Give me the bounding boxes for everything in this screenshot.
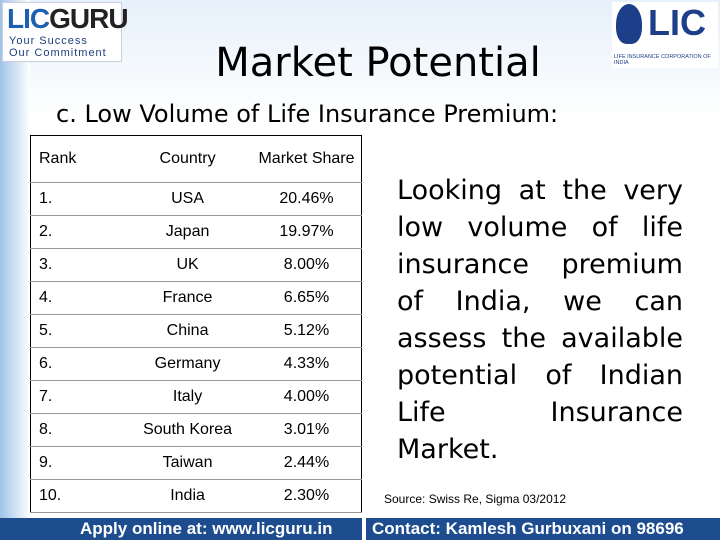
table-cell: 4.33% xyxy=(251,347,362,381)
table-cell: 8.00% xyxy=(251,248,362,282)
table-cell: 6.65% xyxy=(251,281,362,315)
separator xyxy=(362,518,366,540)
table-cell: 3.01% xyxy=(251,413,362,447)
tagline: Our Commitment xyxy=(9,47,107,59)
table-row: 1. USA 20.46% xyxy=(30,182,362,216)
column-header: Market Share xyxy=(251,135,362,183)
table-cell: 2. xyxy=(30,215,124,249)
logo-lic: LIC LIFE INSURANCE CORPORATION OF INDIA xyxy=(612,2,718,68)
table-cell: 10. xyxy=(30,479,124,513)
table-cell: India xyxy=(123,479,252,513)
caption: LIFE INSURANCE CORPORATION OF INDIA xyxy=(614,54,711,66)
table-cell: 9. xyxy=(30,446,124,480)
slide: LICGURU Your Success Our Commitment LIC … xyxy=(0,0,720,540)
table-cell: France xyxy=(123,281,252,315)
table-cell: 7. xyxy=(30,380,124,414)
table-cell: USA xyxy=(123,182,252,216)
table-cell: Taiwan xyxy=(123,446,252,480)
market-table: Rank Country Market Share 1. USA 20.46% 2. Jap… xyxy=(30,135,362,513)
column-header: Country xyxy=(123,135,252,183)
table-cell: 5. xyxy=(30,314,124,348)
paragraph: Looking at the very low volume of life i… xyxy=(397,175,683,465)
table-cell: South Korea xyxy=(123,413,252,447)
table-cell: Germany xyxy=(123,347,252,381)
brand-a: LIC xyxy=(7,3,50,34)
table-row: 2. Japan 19.97% xyxy=(30,215,362,249)
brand: LICGURU xyxy=(7,3,129,35)
source: Source: Swiss Re, Sigma 03/2012 xyxy=(384,492,567,506)
table-cell: Japan xyxy=(123,215,252,249)
table-cell: 20.46% xyxy=(251,182,362,216)
footer: Apply online at: www.licguru.in Contact:… xyxy=(0,518,720,558)
table-row: 3. UK 8.00% xyxy=(30,248,362,282)
table-cell: 4.00% xyxy=(251,380,362,414)
title: Market Potential xyxy=(215,40,541,86)
table-cell: 2.30% xyxy=(251,479,362,513)
emblem xyxy=(616,4,642,44)
table-cell: 6. xyxy=(30,347,124,381)
column-header: Rank xyxy=(30,135,124,183)
table-cell: China xyxy=(123,314,252,348)
table-cell: 2.44% xyxy=(251,446,362,480)
table-cell: 8. xyxy=(30,413,124,447)
table-row: 6. Germany 4.33% xyxy=(30,347,362,381)
table-cell: 1. xyxy=(30,182,124,216)
table-row: 9. Taiwan 2.44% xyxy=(30,446,362,480)
apply-online: Apply online at: www.licguru.in xyxy=(80,519,333,538)
brand: LIC xyxy=(648,2,706,43)
side-bar xyxy=(0,0,30,520)
table-cell: 3. xyxy=(30,248,124,282)
table-cell: 19.97% xyxy=(251,215,362,249)
subtitle: c. Low Volume of Life Insurance Premium: xyxy=(56,100,559,128)
table-cell: Italy xyxy=(123,380,252,414)
table-cell: UK xyxy=(123,248,252,282)
table-row: 7. Italy 4.00% xyxy=(30,380,362,414)
tagline: Your Success xyxy=(9,35,88,47)
logo-licguru: LICGURU Your Success Our Commitment xyxy=(2,2,129,62)
header-row: Rank Country Market Share xyxy=(30,135,362,183)
table-cell: 4. xyxy=(30,281,124,315)
table-body: 1. USA 20.46% 2. Japan 19.97% 3. UK 8.00% 4. Franc… xyxy=(30,182,362,513)
table-row: 5. China 5.12% xyxy=(30,314,362,348)
contact: Contact: Kamlesh Gurbuxani on 98696 2499… xyxy=(372,519,684,558)
table-row: 4. France 6.65% xyxy=(30,281,362,315)
table-row: 8. South Korea 3.01% xyxy=(30,413,362,447)
table-row: 10. India 2.30% xyxy=(30,479,362,513)
brand-b: GURU xyxy=(49,3,128,34)
table-cell: 5.12% xyxy=(251,314,362,348)
